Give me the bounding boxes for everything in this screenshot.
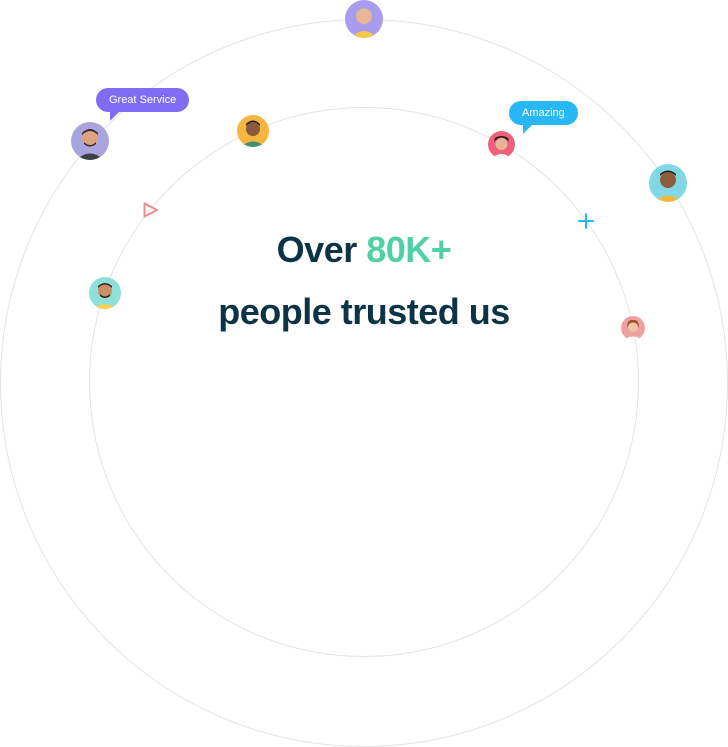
great-service-bubble: Great Service [96, 88, 190, 121]
bubble-tail [110, 111, 120, 121]
headline-count: 80K+ [366, 229, 452, 270]
avatar-inner-top-left [237, 115, 269, 147]
headline-line-1: Over 80K+ [0, 228, 728, 272]
bubble-tail [523, 124, 533, 134]
avatar-amazing [488, 131, 515, 158]
headline-line-2: people trusted us [218, 291, 510, 332]
avatar-left [89, 277, 121, 309]
avatar-right [649, 164, 687, 202]
play-triangle-icon [143, 202, 158, 218]
plus-icon [578, 213, 594, 229]
headline-prefix: Over [276, 229, 358, 270]
avatar-top [345, 0, 383, 38]
avatar-inner-right [621, 316, 645, 340]
amazing-bubble: Amazing [509, 101, 578, 134]
amazing-label: Amazing [522, 107, 565, 119]
inner-orbit-ring [89, 107, 639, 657]
great-service-label: Great Service [109, 94, 177, 106]
avatar-great-service [71, 122, 109, 160]
